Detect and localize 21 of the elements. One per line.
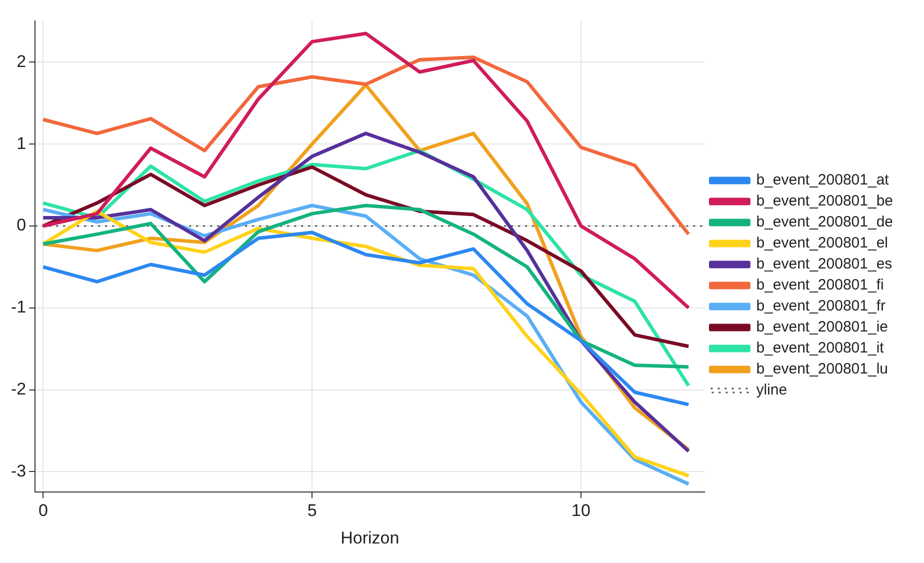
y-tick-label: 2: [16, 52, 26, 71]
y-tick-label: -2: [10, 379, 26, 398]
legend-label: b_event_200801_de: [756, 214, 894, 231]
y-tick-label: -1: [10, 298, 26, 317]
x-tick-label: 0: [38, 501, 48, 520]
legend-label: yline: [756, 382, 788, 399]
x-tick-label: 10: [572, 501, 590, 520]
x-tick-label: 5: [307, 501, 317, 520]
legend-label: b_event_200801_be: [756, 192, 894, 210]
legend-label: b_event_200801_at: [756, 172, 890, 189]
y-tick-label: 0: [16, 216, 26, 235]
legend-label: b_event_200801_it: [756, 340, 885, 357]
legend-label: b_event_200801_lu: [756, 360, 888, 378]
y-tick-label: 1: [16, 134, 26, 153]
y-tick-label: -3: [10, 461, 26, 480]
legend-label: b_event_200801_es: [756, 256, 892, 273]
legend-label: b_event_200801_fi: [756, 276, 884, 294]
legend-label: b_event_200801_ie: [756, 318, 888, 336]
x-axis-title: Horizon: [340, 528, 400, 548]
legend-label: b_event_200801_fr: [756, 298, 886, 315]
legend-label: b_event_200801_el: [756, 234, 888, 252]
